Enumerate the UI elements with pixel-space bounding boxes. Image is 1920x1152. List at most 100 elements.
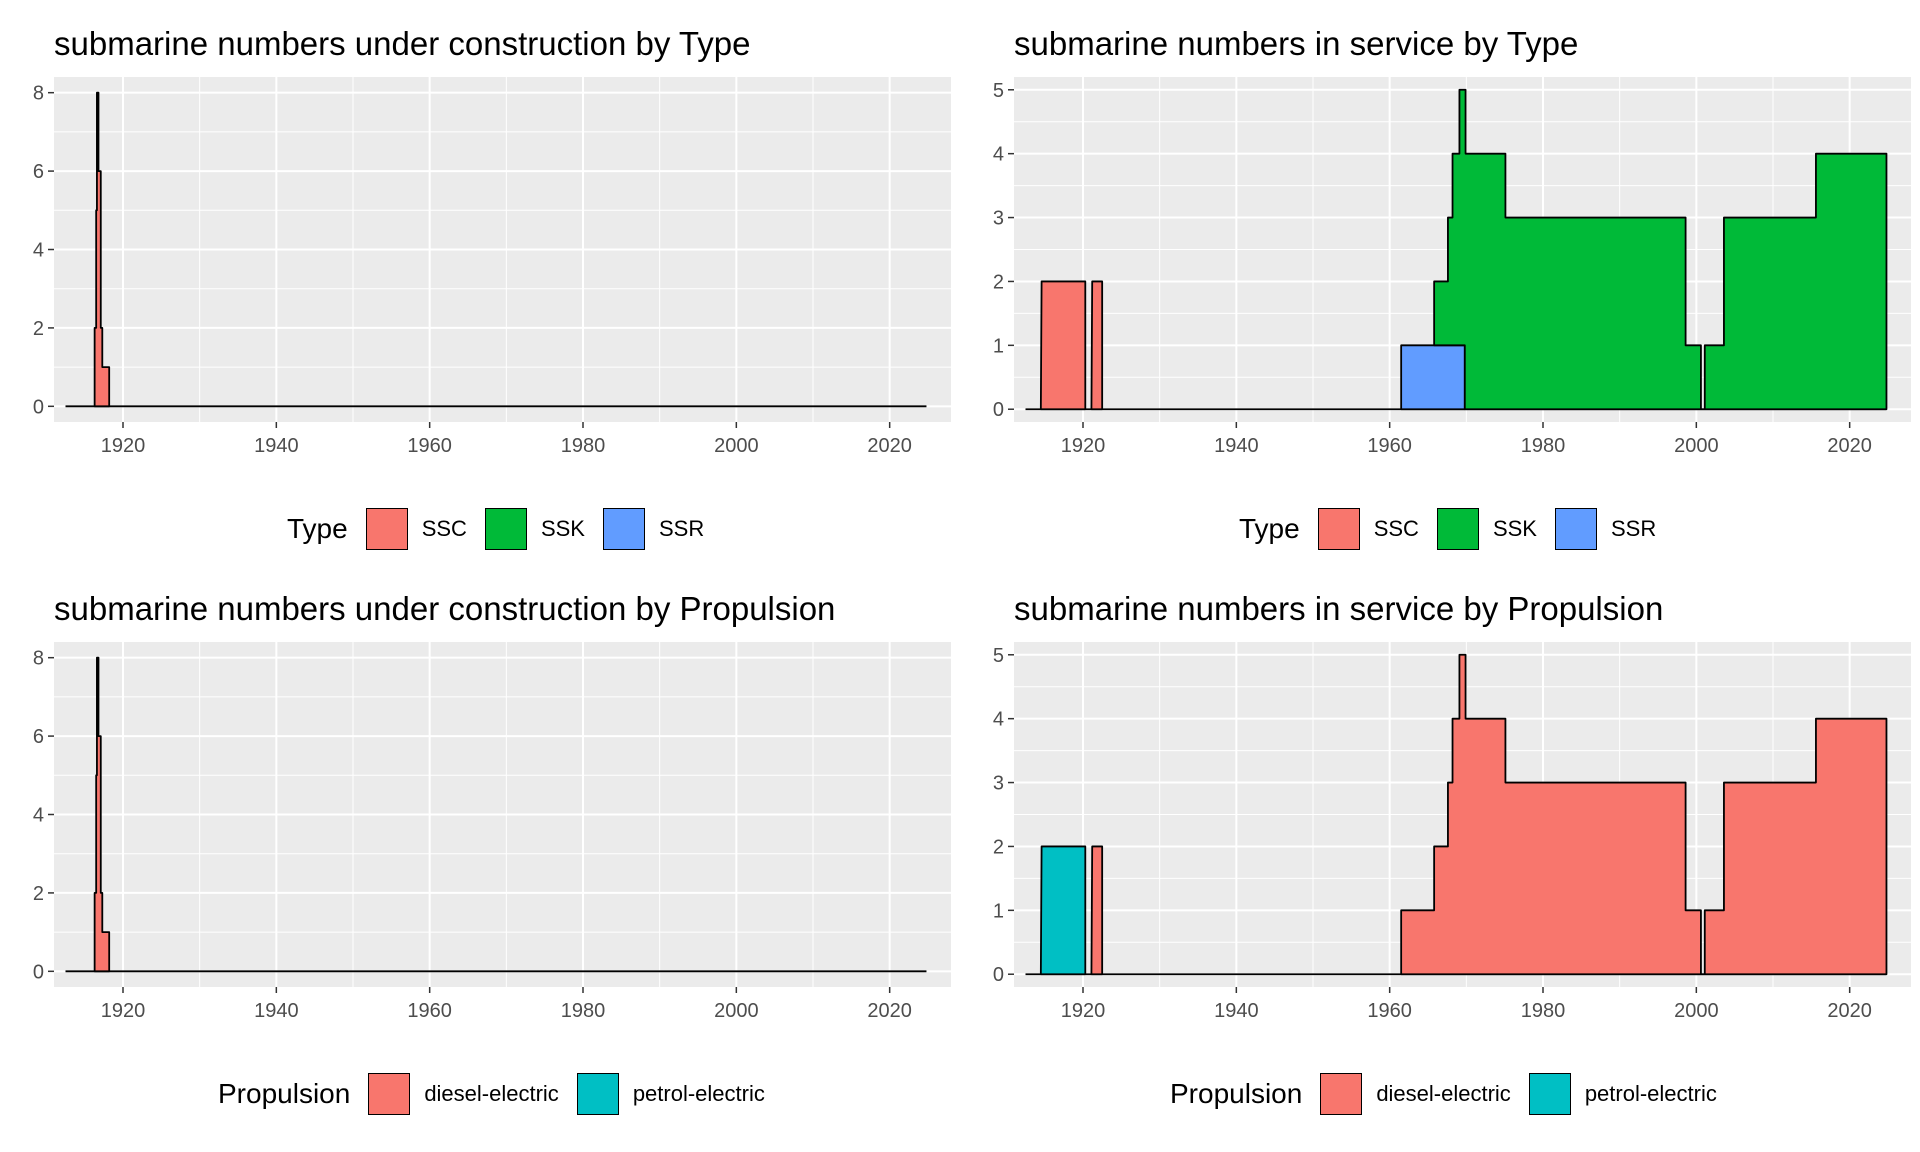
y-tick-label: 8 — [33, 83, 44, 105]
legend-label: SSR — [658, 516, 705, 541]
x-tick-label: 2020 — [867, 435, 912, 457]
legend-title: Propulsion — [1170, 1078, 1303, 1109]
legend-label: petrol-electric — [632, 1081, 765, 1106]
legend-swatch — [576, 1073, 619, 1115]
legend-label: SSC — [1373, 516, 1419, 541]
chart-title: submarine numbers in service by Type — [1014, 25, 1579, 62]
legend-item-ssk: SSK — [1436, 508, 1537, 550]
x-tick-label: 2020 — [1827, 1000, 1872, 1022]
legend-item-ssr: SSR — [602, 508, 705, 550]
x-tick-label: 1960 — [1367, 1000, 1412, 1022]
y-tick-label: 4 — [993, 144, 1004, 166]
x-tick-label: 1920 — [101, 1000, 146, 1022]
chart-plot: 1920 1940 1960 1980 2000 2020 0 1 2 3 4 5 — [993, 77, 1911, 457]
chart-panel-service-type: submarine numbers in service by Type 192… — [960, 0, 1920, 576]
legend: Type SSC SSK SSR — [287, 504, 722, 554]
legend-label: SSC — [421, 516, 467, 541]
x-tick-label: 1960 — [1367, 435, 1412, 457]
x-tick-label: 2000 — [1674, 1000, 1719, 1022]
x-tick-label: 1920 — [101, 435, 146, 457]
x-tick-label: 1960 — [407, 435, 452, 457]
y-tick-label: 0 — [993, 399, 1004, 421]
y-tick-label: 2 — [33, 318, 44, 340]
y-tick-label: 5 — [993, 645, 1004, 667]
y-tick-label: 2 — [993, 271, 1004, 293]
y-tick-label: 6 — [33, 161, 44, 183]
legend-title: Type — [287, 513, 348, 544]
legend-swatch — [602, 508, 645, 550]
x-tick-label: 1980 — [1521, 1000, 1566, 1022]
area-series — [1090, 845, 1104, 976]
legend: Propulsion diesel-electric petrol-electr… — [1170, 1069, 1735, 1119]
y-tick-label: 4 — [993, 709, 1004, 731]
legend-swatch — [1528, 1073, 1571, 1115]
x-tick-label: 1920 — [1061, 435, 1106, 457]
legend-swatch — [1320, 1073, 1363, 1115]
chart-title: submarine numbers under construction by … — [54, 590, 836, 627]
x-tick-label: 1960 — [407, 1000, 452, 1022]
chart-title: submarine numbers under construction by … — [54, 25, 751, 62]
y-tick-label: 4 — [33, 805, 44, 827]
y-tick-label: 1 — [993, 335, 1004, 357]
y-tick-label: 0 — [993, 964, 1004, 986]
legend-swatch — [1317, 508, 1360, 550]
chart-title: submarine numbers in service by Propulsi… — [1014, 590, 1664, 627]
chart-plot: 1920 1940 1960 1980 2000 2020 0 2 4 6 8 — [33, 642, 951, 1022]
x-tick-label: 1980 — [1521, 435, 1566, 457]
area-series — [1039, 280, 1087, 411]
chart-panel-construction-type: submarine numbers under construction by … — [0, 0, 960, 576]
area-series — [93, 656, 111, 973]
y-tick-label: 5 — [993, 80, 1004, 102]
chart-plot: 1920 1940 1960 1980 2000 2020 0 2 4 6 8 — [33, 77, 951, 457]
y-tick-label: 3 — [993, 208, 1004, 230]
area-series — [1090, 280, 1104, 411]
x-tick-label: 1980 — [561, 1000, 606, 1022]
y-tick-label: 0 — [33, 396, 44, 418]
area-series — [1400, 653, 1888, 976]
legend: Type SSC SSK SSR — [1239, 504, 1674, 554]
legend-item-diesel-electric: diesel-electric — [368, 1073, 559, 1115]
legend-title: Type — [1239, 513, 1300, 544]
legend-item-petrol-electric: petrol-electric — [576, 1073, 765, 1115]
y-tick-label: 8 — [33, 648, 44, 670]
legend: Propulsion diesel-electric petrol-electr… — [218, 1069, 783, 1119]
legend-swatch — [365, 508, 408, 550]
x-tick-label: 1980 — [561, 435, 606, 457]
y-tick-label: 1 — [993, 900, 1004, 922]
x-tick-label: 2020 — [867, 1000, 912, 1022]
area-series — [93, 91, 111, 408]
legend-label: SSR — [1610, 516, 1657, 541]
chart-panel-service-propulsion: submarine numbers in service by Propulsi… — [960, 565, 1920, 1141]
legend-item-ssr: SSR — [1554, 508, 1657, 550]
legend-swatch — [1554, 508, 1597, 550]
x-tick-label: 2000 — [714, 1000, 759, 1022]
legend-label: diesel-electric — [1376, 1081, 1511, 1106]
area-series — [1400, 344, 1466, 411]
area-series — [1039, 845, 1087, 976]
legend-item-ssk: SSK — [484, 508, 585, 550]
legend-item-diesel-electric: diesel-electric — [1320, 1073, 1511, 1115]
y-tick-label: 3 — [993, 773, 1004, 795]
area-series — [1433, 88, 1888, 411]
y-tick-label: 6 — [33, 726, 44, 748]
x-tick-label: 1940 — [254, 1000, 299, 1022]
legend-swatch — [484, 508, 527, 550]
legend-label: petrol-electric — [1584, 1081, 1717, 1106]
x-tick-label: 1920 — [1061, 1000, 1106, 1022]
legend-label: SSK — [1492, 516, 1537, 541]
x-tick-label: 1940 — [1214, 435, 1259, 457]
y-tick-label: 0 — [33, 961, 44, 983]
y-tick-label: 2 — [33, 883, 44, 905]
legend-swatch — [368, 1073, 411, 1115]
legend-item-ssc: SSC — [1317, 508, 1419, 550]
legend-title: Propulsion — [218, 1078, 351, 1109]
x-tick-label: 2020 — [1827, 435, 1872, 457]
y-tick-label: 4 — [33, 240, 44, 262]
chart-panel-construction-propulsion: submarine numbers under construction by … — [0, 565, 960, 1141]
x-tick-label: 2000 — [1674, 435, 1719, 457]
legend-label: diesel-electric — [424, 1081, 559, 1106]
legend-swatch — [1436, 508, 1479, 550]
legend-item-petrol-electric: petrol-electric — [1528, 1073, 1717, 1115]
chart-plot: 1920 1940 1960 1980 2000 2020 0 1 2 3 4 5 — [993, 642, 1911, 1022]
